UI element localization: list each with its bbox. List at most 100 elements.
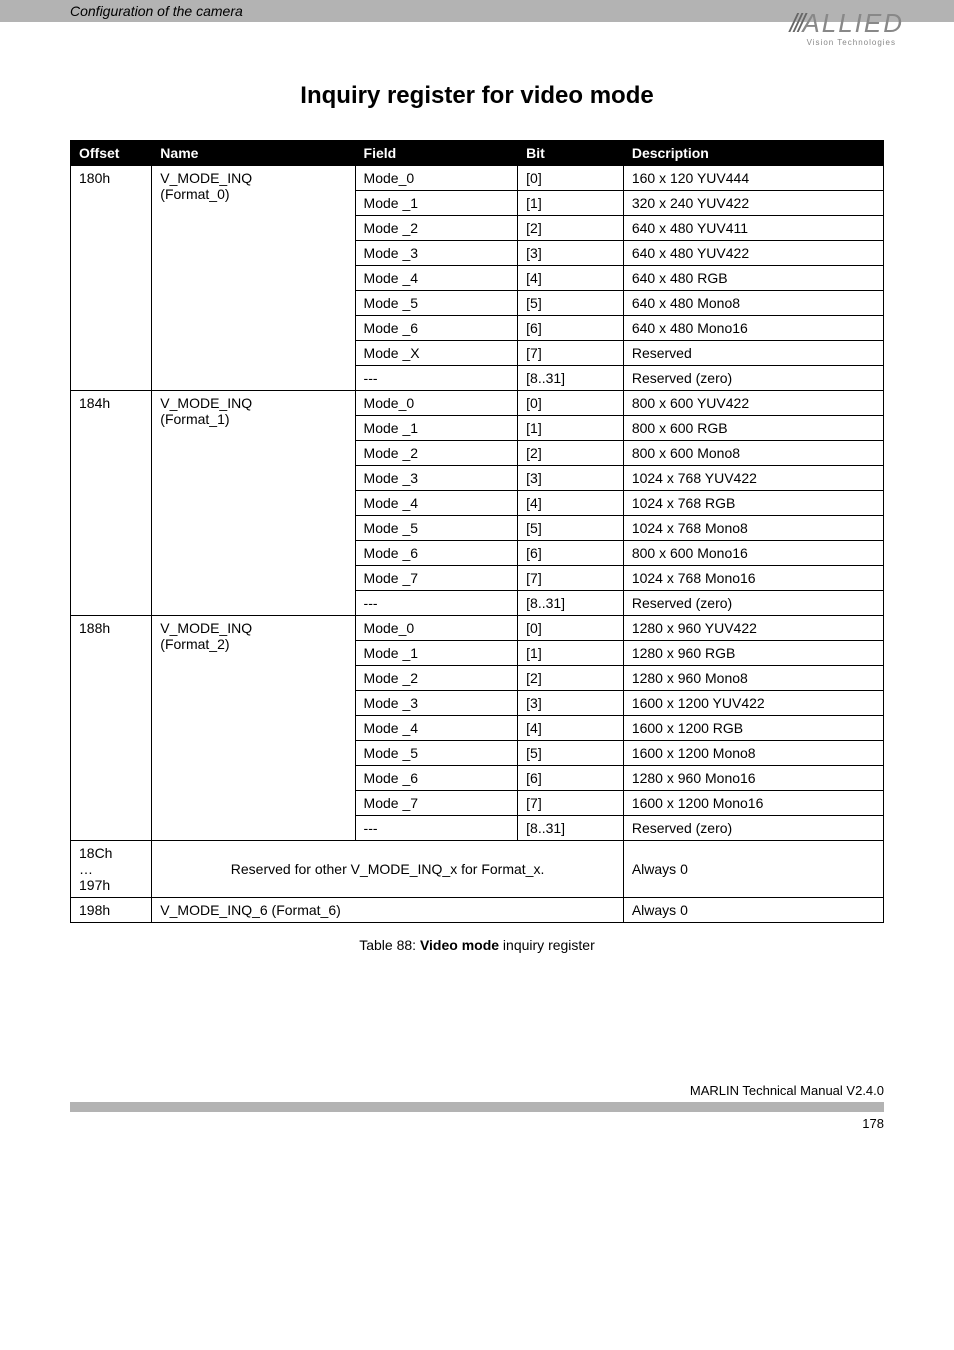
name-cell: V_MODE_INQ(Format_2)	[152, 616, 355, 841]
header-title: Configuration of the camera	[70, 3, 243, 19]
offset-cell: 180h	[71, 166, 152, 391]
offset-cell: 198h	[71, 898, 152, 923]
field-cell: Mode _1	[355, 641, 518, 666]
bit-cell: [1]	[518, 191, 624, 216]
column-header: Field	[355, 141, 518, 166]
table-row: 188hV_MODE_INQ(Format_2)Mode_0[0]1280 x …	[71, 616, 884, 641]
description-cell: 160 x 120 YUV444	[623, 166, 883, 191]
table-caption: Table 88: Video mode inquiry register	[70, 937, 884, 953]
description-cell: 1600 x 1200 YUV422	[623, 691, 883, 716]
bit-cell: [1]	[518, 641, 624, 666]
description-cell: 1280 x 960 YUV422	[623, 616, 883, 641]
description-cell: Always 0	[623, 841, 883, 898]
bit-cell: [7]	[518, 791, 624, 816]
caption-bold: Video mode	[420, 937, 499, 953]
description-cell: 320 x 240 YUV422	[623, 191, 883, 216]
bit-cell: [2]	[518, 666, 624, 691]
table-body: 180hV_MODE_INQ(Format_0)Mode_0[0]160 x 1…	[71, 166, 884, 923]
description-cell: 800 x 600 RGB	[623, 416, 883, 441]
bit-cell: [3]	[518, 466, 624, 491]
table-row: 184hV_MODE_INQ(Format_1)Mode_0[0]800 x 6…	[71, 391, 884, 416]
merged-cell: V_MODE_INQ_6 (Format_6)	[152, 898, 624, 923]
offset-cell: 184h	[71, 391, 152, 616]
bit-cell: [8..31]	[518, 591, 624, 616]
bit-cell: [6]	[518, 541, 624, 566]
bit-cell: [4]	[518, 716, 624, 741]
field-cell: Mode _2	[355, 441, 518, 466]
description-cell: 640 x 480 Mono16	[623, 316, 883, 341]
bit-cell: [7]	[518, 566, 624, 591]
field-cell: Mode _5	[355, 516, 518, 541]
description-cell: Reserved	[623, 341, 883, 366]
page-content: Inquiry register for video mode OffsetNa…	[0, 22, 954, 983]
field-cell: Mode _6	[355, 316, 518, 341]
bit-cell: [8..31]	[518, 366, 624, 391]
field-cell: Mode _4	[355, 266, 518, 291]
field-cell: Mode_0	[355, 616, 518, 641]
description-cell: 1600 x 1200 Mono16	[623, 791, 883, 816]
footer-text: MARLIN Technical Manual V2.4.0	[70, 1083, 884, 1098]
description-cell: 1024 x 768 RGB	[623, 491, 883, 516]
bit-cell: [1]	[518, 416, 624, 441]
bit-cell: [5]	[518, 516, 624, 541]
description-cell: 640 x 480 RGB	[623, 266, 883, 291]
field-cell: Mode _2	[355, 216, 518, 241]
field-cell: Mode_0	[355, 391, 518, 416]
description-cell: Reserved (zero)	[623, 366, 883, 391]
footer: MARLIN Technical Manual V2.4.0 178	[0, 1083, 954, 1143]
table-header-row: OffsetNameFieldBitDescription	[71, 141, 884, 166]
field-cell: Mode _3	[355, 691, 518, 716]
bit-cell: [6]	[518, 316, 624, 341]
description-cell: 1600 x 1200 RGB	[623, 716, 883, 741]
table-head: OffsetNameFieldBitDescription	[71, 141, 884, 166]
bit-cell: [8..31]	[518, 816, 624, 841]
description-cell: 1024 x 768 Mono8	[623, 516, 883, 541]
table-row: 180hV_MODE_INQ(Format_0)Mode_0[0]160 x 1…	[71, 166, 884, 191]
bit-cell: [3]	[518, 691, 624, 716]
table-row: 18Ch…197hReserved for other V_MODE_INQ_x…	[71, 841, 884, 898]
merged-cell: Reserved for other V_MODE_INQ_x for Form…	[152, 841, 624, 898]
bit-cell: [6]	[518, 766, 624, 791]
description-cell: 800 x 600 Mono8	[623, 441, 883, 466]
field-cell: ---	[355, 591, 518, 616]
description-cell: 1600 x 1200 Mono8	[623, 741, 883, 766]
name-cell: V_MODE_INQ(Format_0)	[152, 166, 355, 391]
bit-cell: [0]	[518, 616, 624, 641]
field-cell: Mode _5	[355, 741, 518, 766]
bit-cell: [4]	[518, 266, 624, 291]
field-cell: Mode _6	[355, 766, 518, 791]
column-header: Bit	[518, 141, 624, 166]
offset-cell: 188h	[71, 616, 152, 841]
description-cell: Always 0	[623, 898, 883, 923]
offset-cell: 18Ch…197h	[71, 841, 152, 898]
inquiry-table: OffsetNameFieldBitDescription 180hV_MODE…	[70, 140, 884, 923]
column-header: Offset	[71, 141, 152, 166]
description-cell: 1280 x 960 Mono16	[623, 766, 883, 791]
logo-slashes: ///	[790, 8, 803, 38]
footer-bar	[70, 1102, 884, 1112]
description-cell: 800 x 600 Mono16	[623, 541, 883, 566]
description-cell: 1280 x 960 Mono8	[623, 666, 883, 691]
logo-subtitle: Vision Technologies	[807, 38, 896, 47]
description-cell: 1024 x 768 YUV422	[623, 466, 883, 491]
description-cell: 640 x 480 YUV422	[623, 241, 883, 266]
name-cell: V_MODE_INQ(Format_1)	[152, 391, 355, 616]
bit-cell: [2]	[518, 441, 624, 466]
caption-prefix: Table 88:	[359, 937, 420, 953]
bit-cell: [0]	[518, 391, 624, 416]
bit-cell: [5]	[518, 741, 624, 766]
description-cell: Reserved (zero)	[623, 591, 883, 616]
bit-cell: [0]	[518, 166, 624, 191]
column-header: Name	[152, 141, 355, 166]
description-cell: 800 x 600 YUV422	[623, 391, 883, 416]
field-cell: Mode_0	[355, 166, 518, 191]
description-cell: 640 x 480 YUV411	[623, 216, 883, 241]
bit-cell: [7]	[518, 341, 624, 366]
column-header: Description	[623, 141, 883, 166]
field-cell: Mode _3	[355, 466, 518, 491]
logo-text: ALLIED	[802, 8, 904, 38]
field-cell: Mode _6	[355, 541, 518, 566]
description-cell: 640 x 480 Mono8	[623, 291, 883, 316]
description-cell: 1280 x 960 RGB	[623, 641, 883, 666]
field-cell: ---	[355, 366, 518, 391]
